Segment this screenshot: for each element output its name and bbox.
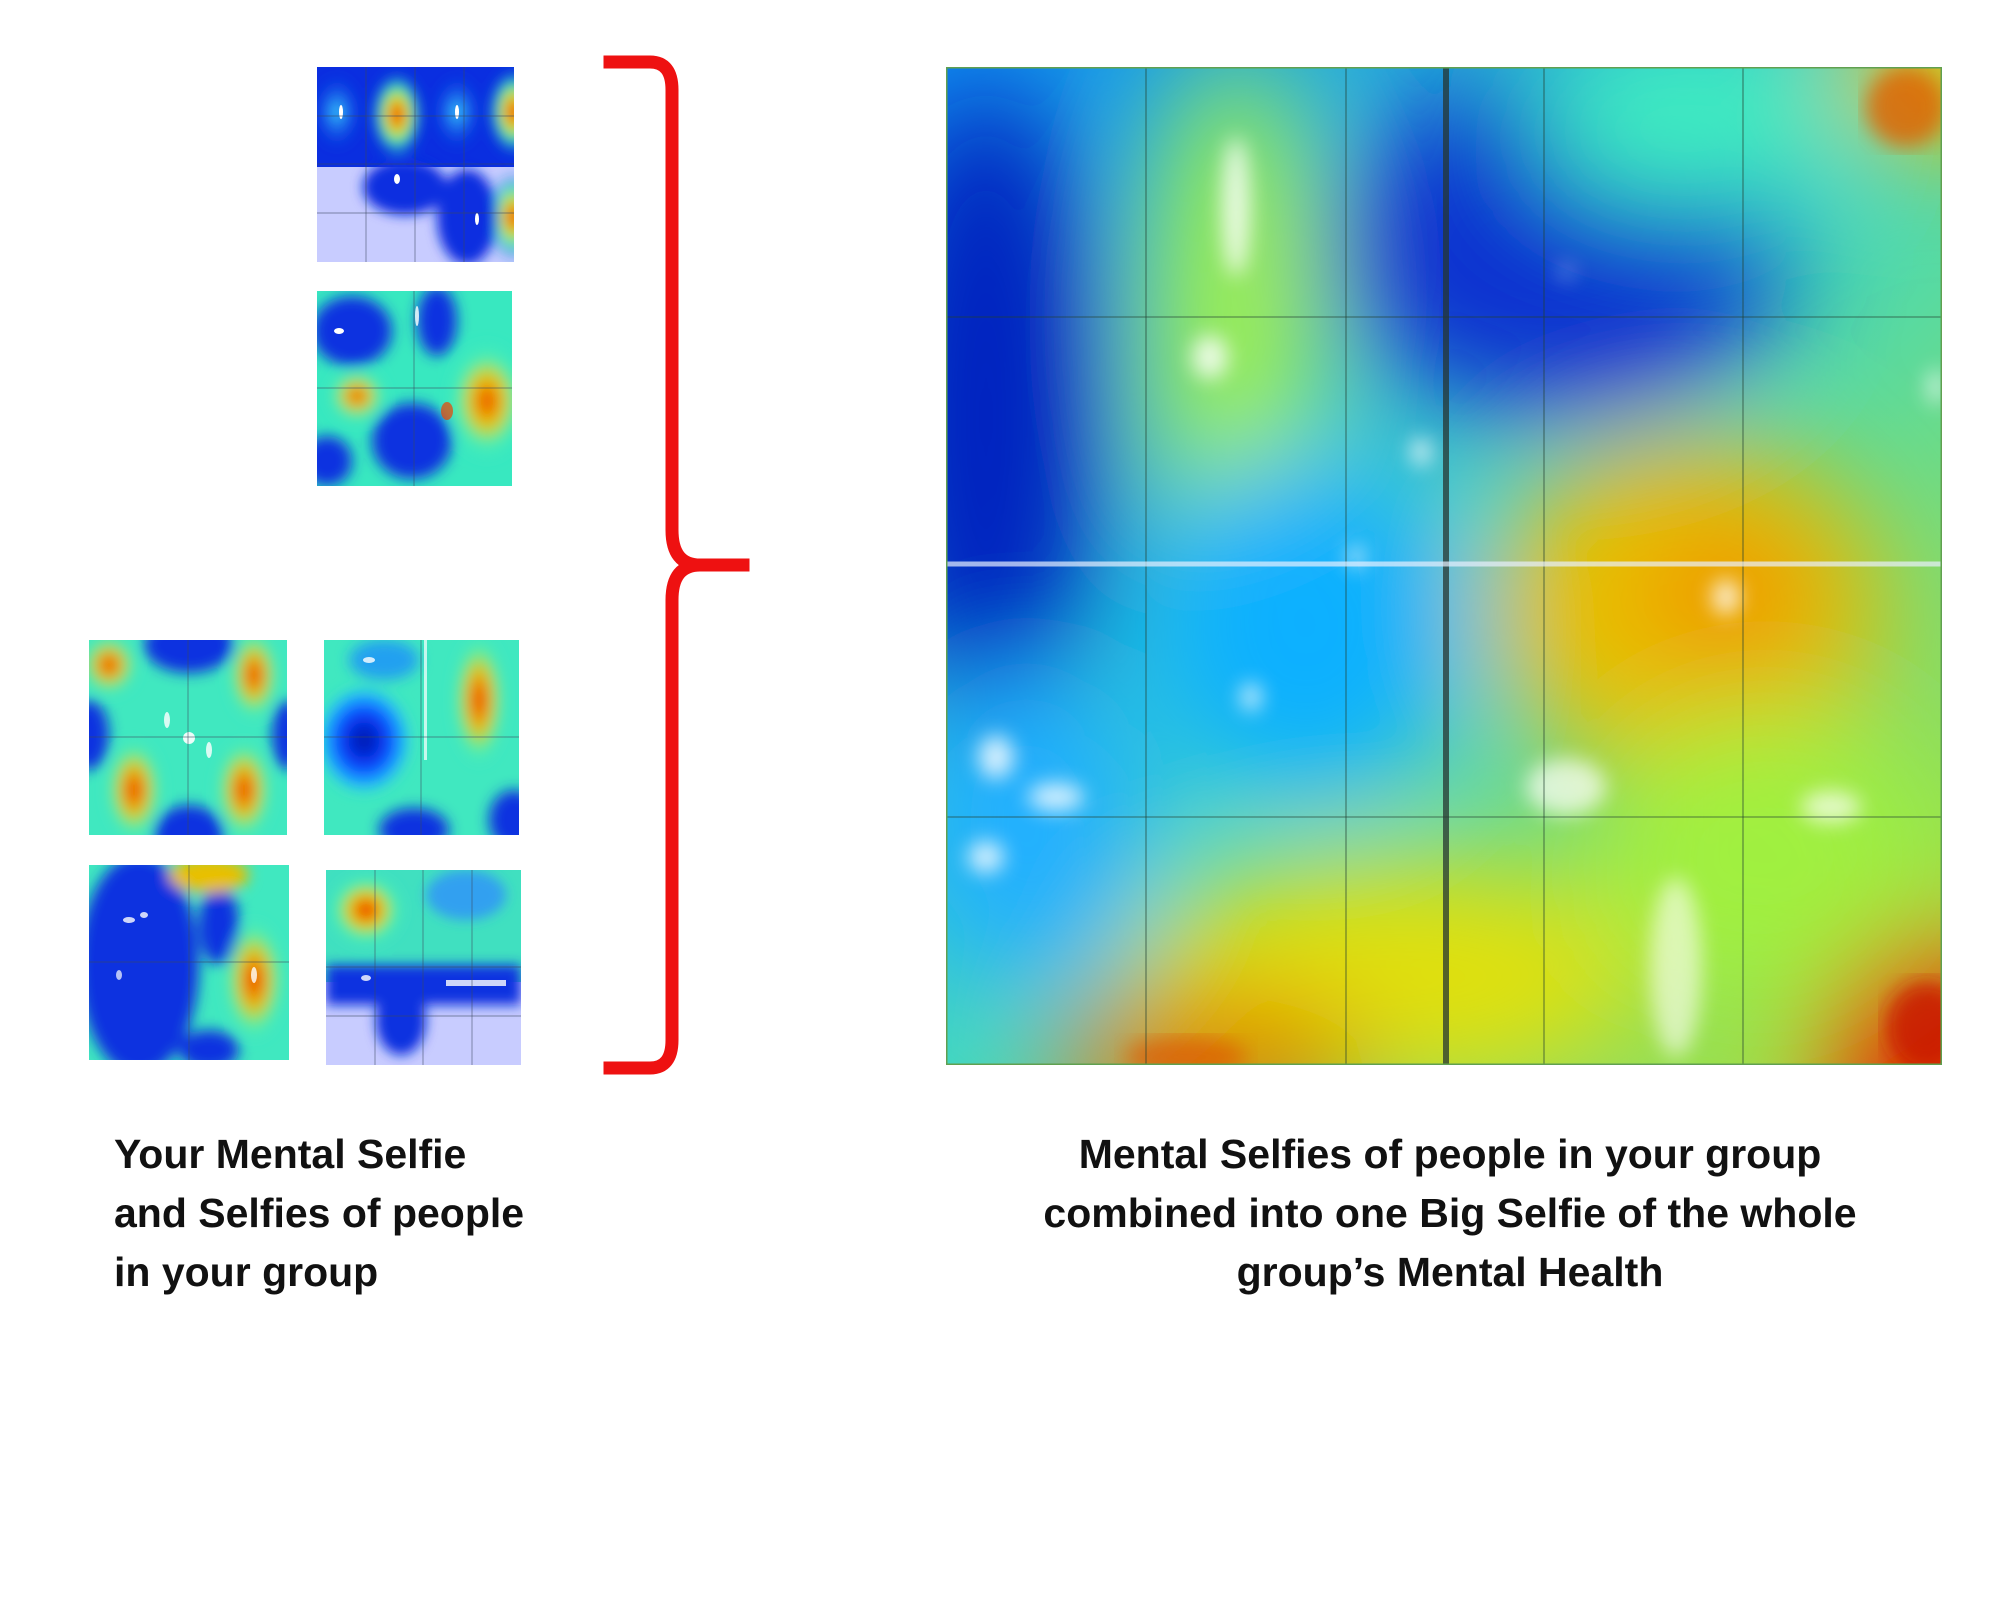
caption-right-line-3: group’s Mental Health: [1236, 1249, 1664, 1295]
caption-left-line-1: Your Mental Selfie: [114, 1131, 467, 1177]
selfie-tile-1: [317, 67, 514, 262]
selfie-tile-6: [326, 870, 521, 1065]
caption-right-line-1: Mental Selfies of people in your group: [1078, 1131, 1822, 1177]
selfie-tile-2: [317, 291, 512, 486]
big-group-selfie: [946, 67, 1942, 1065]
selfie-tile-3: [89, 640, 287, 835]
caption-right-line-2: combined into one Big Selfie of the whol…: [1043, 1190, 1857, 1236]
caption-individual-selfies: Your Mental Selfie and Selfies of people…: [114, 1125, 524, 1302]
caption-left-line-2: and Selfies of people: [114, 1190, 525, 1236]
selfie-tile-4: [324, 640, 519, 835]
caption-left-line-3: in your group: [114, 1249, 379, 1295]
caption-group-selfie: Mental Selfies of people in your group c…: [990, 1125, 1910, 1302]
selfie-tile-5: [89, 865, 289, 1060]
